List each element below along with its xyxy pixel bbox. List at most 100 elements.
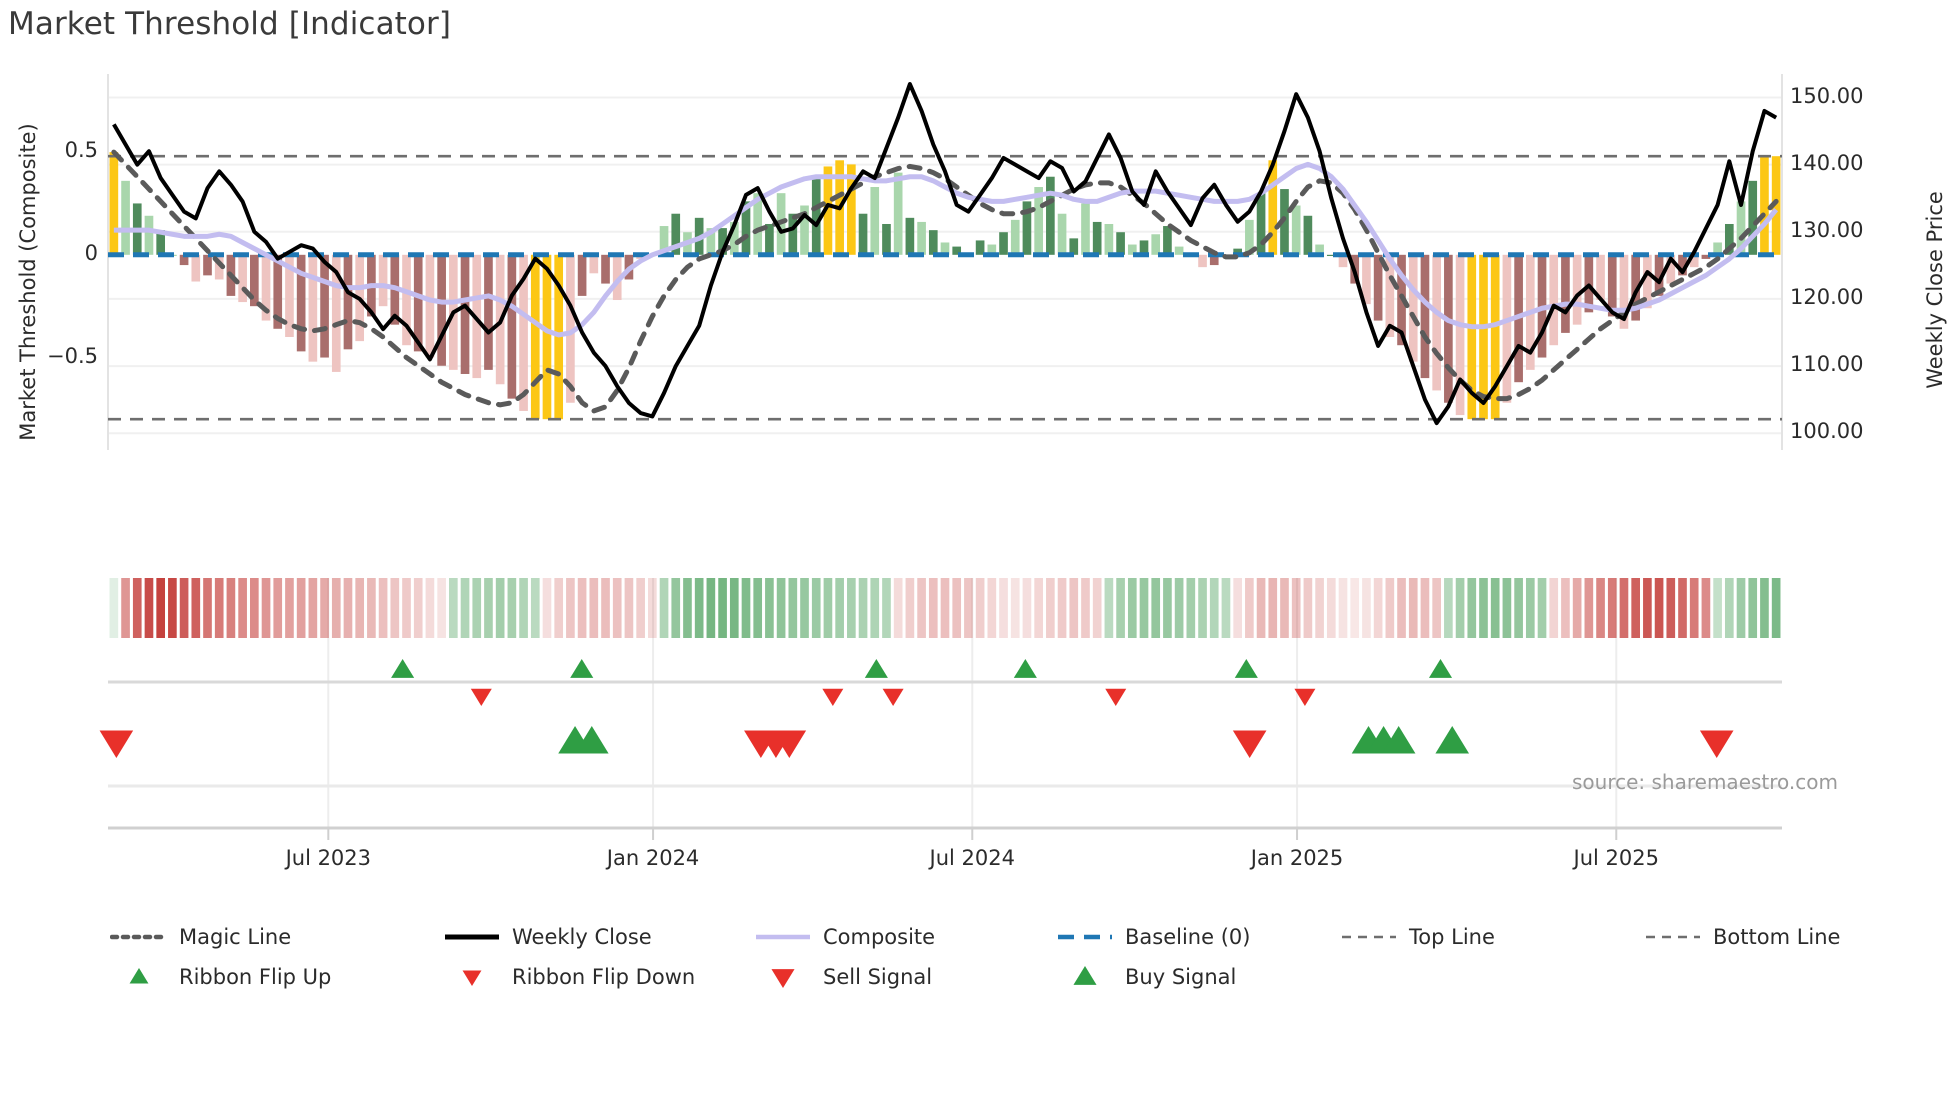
- ribbon-cell: [1221, 578, 1231, 638]
- ribbon-cell: [1092, 578, 1102, 638]
- magic-line-series: [111, 149, 1779, 414]
- threshold-bar: [1502, 254, 1512, 403]
- threshold-bar: [1163, 226, 1172, 255]
- y-axis-left-tick: 0: [84, 240, 98, 265]
- threshold-bar: [1607, 254, 1617, 317]
- y-axis-right-tick: 150.00: [1790, 83, 1864, 108]
- ribbon-cell: [893, 578, 903, 638]
- legend-item-label: Magic Line: [179, 925, 292, 949]
- sell-signal-marker: [772, 730, 807, 758]
- ribbon-cell: [1127, 578, 1137, 638]
- x-axis-tick: Jan 2024: [606, 846, 700, 870]
- ribbon-cell: [788, 578, 798, 638]
- buy-signal-marker: [1381, 726, 1416, 754]
- ribbon-cell: [495, 578, 505, 638]
- threshold-bar: [706, 228, 716, 255]
- ribbon-cell: [1010, 578, 1020, 638]
- threshold-bar: [1619, 254, 1629, 329]
- ribbon-cell: [1537, 578, 1547, 638]
- ribbon-cell: [261, 578, 271, 638]
- threshold-bar: [870, 187, 880, 255]
- ribbon-cell: [1104, 578, 1114, 638]
- ribbon-cell: [870, 578, 880, 638]
- ribbon-cell: [367, 578, 376, 638]
- legend-item[interactable]: Ribbon Flip Down: [443, 965, 695, 989]
- threshold-bar: [800, 205, 809, 255]
- threshold-bar: [1373, 254, 1383, 321]
- ribbon-cell: [1174, 578, 1184, 638]
- ribbon-cell: [238, 578, 247, 638]
- threshold-bar: [1046, 176, 1055, 255]
- ribbon-cell: [835, 578, 844, 638]
- legend-row-lines: Magic Line Weekly Close Composite Baseline …: [0, 925, 1960, 965]
- threshold-bar: [425, 254, 435, 358]
- threshold-bar: [144, 215, 154, 255]
- threshold-bar: [413, 254, 423, 352]
- page-title: Market Threshold [Indicator]: [8, 6, 452, 42]
- ribbon-flip-up-marker: [1013, 659, 1037, 678]
- ribbon-cell: [1291, 578, 1301, 638]
- y-axis-left-tick: 0.5: [64, 138, 98, 163]
- ribbon-cell: [1760, 578, 1769, 638]
- ribbon-cell: [800, 578, 809, 638]
- legend-item[interactable]: Bottom Line: [1644, 925, 1840, 949]
- dashed-line-thin-icon: [1644, 926, 1702, 948]
- triangle-up-icon: [110, 966, 168, 988]
- ribbon-cell: [577, 578, 587, 638]
- ribbon-cell: [1022, 578, 1032, 638]
- ribbon-cell: [1455, 578, 1465, 638]
- ribbon-cell: [1678, 578, 1687, 638]
- ribbon-flip-down-marker: [1294, 688, 1316, 706]
- ribbon-cell: [1116, 578, 1125, 638]
- legend-item[interactable]: Buy Signal: [1056, 965, 1236, 989]
- legend-item[interactable]: Weekly Close: [443, 925, 652, 949]
- legend-item[interactable]: Ribbon Flip Up: [110, 965, 331, 989]
- ribbon-cell: [425, 578, 435, 638]
- ribbon-cell: [1514, 578, 1523, 638]
- threshold-bar: [952, 246, 962, 255]
- threshold-bar: [484, 254, 493, 370]
- threshold-bar: [1256, 193, 1266, 255]
- ribbon-cell: [1724, 578, 1734, 638]
- threshold-bar: [577, 254, 587, 296]
- ribbon-cell: [1479, 578, 1488, 638]
- legend-item-label: Buy Signal: [1125, 965, 1237, 989]
- legend-item[interactable]: Composite: [754, 925, 935, 949]
- ribbon-cell: [1771, 578, 1781, 638]
- threshold-bar: [987, 244, 997, 255]
- threshold-bar: [1104, 223, 1114, 255]
- ribbon-cell: [1338, 578, 1348, 638]
- threshold-bar: [882, 223, 891, 255]
- composite-line-series: [113, 161, 1779, 338]
- ribbon-cell: [659, 578, 669, 638]
- threshold-bar: [1596, 254, 1605, 301]
- ribbon-cell: [296, 578, 306, 638]
- solid-line-icon: [443, 926, 501, 948]
- ribbon-cell: [905, 578, 915, 638]
- threshold-bar: [566, 254, 575, 403]
- threshold-bar: [402, 254, 411, 346]
- ribbon-cell: [250, 578, 259, 638]
- threshold-bar: [179, 254, 189, 266]
- ribbon-cell: [589, 578, 599, 638]
- legend-item[interactable]: Top Line: [1340, 925, 1495, 949]
- dashed-line-thin-icon: [1340, 926, 1398, 948]
- threshold-bar: [1291, 205, 1301, 255]
- threshold-bar: [1666, 254, 1676, 284]
- legend-item[interactable]: Sell Signal: [754, 965, 932, 989]
- threshold-bar: [1701, 254, 1711, 259]
- threshold-bar: [1303, 215, 1313, 255]
- threshold-bar: [788, 213, 798, 255]
- ribbon-cell: [1280, 578, 1289, 638]
- legend-item[interactable]: Baseline (0): [1056, 925, 1250, 949]
- threshold-bar: [1654, 254, 1664, 296]
- legend-item[interactable]: Magic Line: [110, 925, 291, 949]
- ribbon-cell: [285, 578, 294, 638]
- ribbon-cell: [694, 578, 704, 638]
- ribbon-cell: [671, 578, 681, 638]
- threshold-bar: [729, 221, 739, 255]
- threshold-bar: [1561, 254, 1570, 333]
- ribbon-cell: [1631, 578, 1640, 638]
- sell-signal-marker: [1699, 730, 1734, 758]
- x-axis-tick: Jul 2025: [1573, 846, 1659, 870]
